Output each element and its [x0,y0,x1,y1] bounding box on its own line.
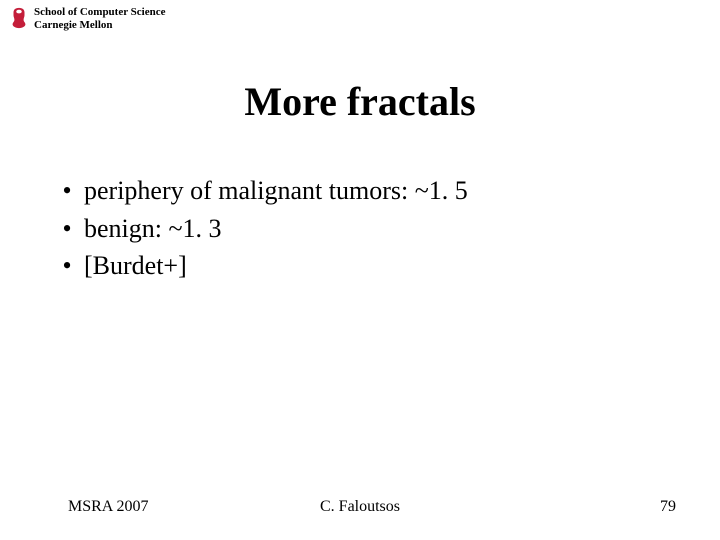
bullet-marker-icon: • [50,247,84,285]
slide-footer: MSRA 2007 C. Faloutsos 79 [0,498,720,516]
cmu-logo-icon [8,6,30,30]
footer-center: C. Faloutsos [320,498,400,516]
list-item: • benign: ~1. 3 [50,210,468,248]
slide-title: More fractals [0,78,720,125]
bullet-marker-icon: • [50,172,84,210]
header-line1: School of Computer Science [34,6,165,19]
bullet-text: periphery of malignant tumors: ~1. 5 [84,172,468,210]
list-item: • periphery of malignant tumors: ~1. 5 [50,172,468,210]
bullet-marker-icon: • [50,210,84,248]
bullet-text: benign: ~1. 3 [84,210,222,248]
slide-header: School of Computer Science Carnegie Mell… [8,6,165,32]
footer-left: MSRA 2007 [68,498,148,516]
bullet-text: [Burdet+] [84,247,187,285]
header-text: School of Computer Science Carnegie Mell… [34,6,165,32]
header-line2: Carnegie Mellon [34,19,165,32]
footer-page-number: 79 [660,498,676,516]
list-item: • [Burdet+] [50,247,468,285]
bullet-list: • periphery of malignant tumors: ~1. 5 •… [50,172,468,285]
